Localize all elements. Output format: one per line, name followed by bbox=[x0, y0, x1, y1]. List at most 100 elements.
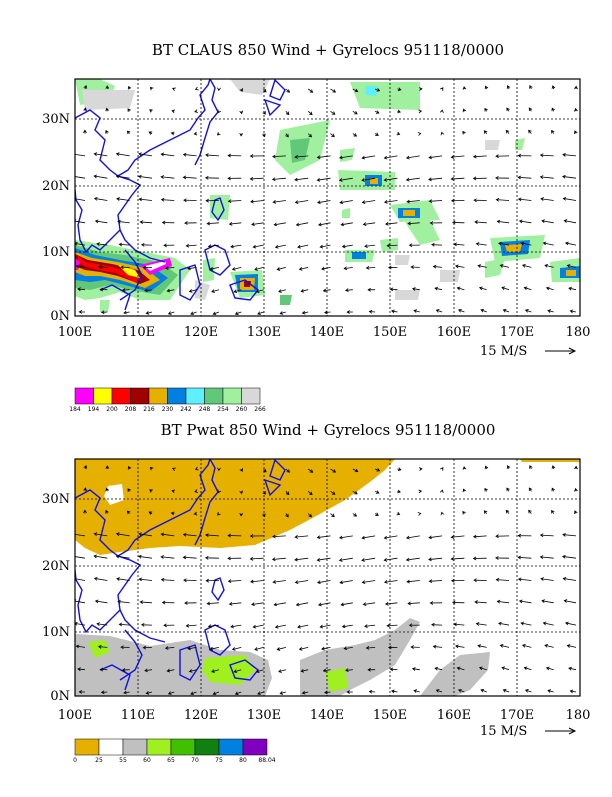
wind-vector bbox=[417, 512, 422, 516]
pwat-colorbar-label: 25 bbox=[95, 757, 103, 764]
wind-vector bbox=[440, 87, 444, 91]
wind-vector bbox=[521, 263, 532, 268]
wind-vector bbox=[75, 153, 86, 157]
wind-vector bbox=[450, 557, 465, 561]
wind-vector bbox=[193, 511, 198, 516]
pwat-xtick-100: 100E bbox=[58, 708, 92, 723]
wind-vector bbox=[274, 244, 286, 249]
wind-vector bbox=[295, 602, 309, 607]
claus-colorbar-swatch bbox=[222, 387, 242, 405]
wind-vector bbox=[418, 109, 423, 114]
pwat-coastline bbox=[75, 459, 286, 691]
claus-xtick-180: 180 bbox=[566, 325, 591, 340]
wind-vector bbox=[278, 669, 286, 673]
wind-vector bbox=[83, 487, 88, 492]
wind-vector bbox=[194, 466, 199, 471]
claus-frame bbox=[74, 78, 581, 317]
wind-vector bbox=[319, 244, 331, 249]
wind-vector bbox=[230, 244, 242, 249]
wind-vector bbox=[545, 666, 554, 671]
wind-vector bbox=[105, 85, 110, 90]
wind-vector bbox=[185, 623, 197, 628]
wind-vector bbox=[160, 152, 175, 157]
wind-vector bbox=[321, 266, 331, 271]
claus-xtick-100: 100E bbox=[58, 325, 92, 340]
wind-vector bbox=[116, 577, 130, 581]
claus-xtick-120: 120E bbox=[184, 325, 218, 340]
wind-vector bbox=[185, 243, 197, 248]
wind-vector bbox=[144, 668, 153, 673]
wind-vector bbox=[207, 244, 219, 249]
wind-vector bbox=[300, 668, 309, 673]
wind-vector bbox=[408, 243, 420, 248]
wind-vector bbox=[472, 176, 487, 181]
wind-vector bbox=[212, 691, 220, 696]
wind-vector bbox=[440, 467, 444, 471]
wind-vector bbox=[506, 107, 510, 112]
wind-vector bbox=[285, 111, 290, 116]
wind-vector bbox=[440, 109, 444, 114]
wind-vector bbox=[138, 577, 152, 582]
wind-vector bbox=[480, 308, 487, 313]
wind-vector bbox=[386, 243, 398, 248]
wind-vector bbox=[171, 489, 176, 494]
wind-vector bbox=[123, 310, 130, 315]
wind-vector bbox=[144, 288, 153, 293]
claus-xtick-110: 110E bbox=[121, 325, 155, 340]
wind-vector bbox=[451, 600, 465, 605]
wind-vector bbox=[160, 175, 175, 179]
wind-vector bbox=[324, 690, 331, 695]
claus-colorbar: 184 194 200 208 216 230 242 248 254 260 266 bbox=[69, 387, 266, 413]
wind-vector bbox=[418, 489, 423, 494]
wind-vector bbox=[505, 509, 510, 514]
wind-vector bbox=[345, 668, 353, 673]
claus-xtick-140: 140E bbox=[310, 325, 344, 340]
wind-vector bbox=[184, 221, 197, 225]
wind-vector bbox=[184, 601, 197, 605]
wind-vector bbox=[367, 667, 376, 672]
wind-vector bbox=[142, 265, 152, 270]
wind-vector bbox=[211, 669, 220, 673]
wind-vector bbox=[352, 468, 359, 473]
wind-vector bbox=[517, 577, 532, 582]
wind-vector bbox=[544, 643, 554, 648]
wind-vector bbox=[234, 311, 242, 316]
wind-vector bbox=[121, 288, 130, 292]
wind-vector bbox=[97, 644, 108, 649]
wind-vector bbox=[419, 467, 423, 471]
wind-vector bbox=[374, 110, 380, 114]
wind-vector bbox=[163, 243, 175, 248]
wind-vector bbox=[217, 467, 221, 472]
wind-vector bbox=[547, 689, 554, 693]
wind-vector bbox=[539, 555, 554, 559]
wind-vector bbox=[167, 691, 175, 695]
wind-vector bbox=[574, 85, 578, 90]
wind-vector bbox=[121, 668, 130, 672]
wind-vector bbox=[540, 197, 554, 201]
wind-vector bbox=[148, 131, 153, 135]
claus-ytick-10: 10N bbox=[42, 245, 70, 260]
wind-vector bbox=[231, 267, 242, 271]
wind-vector bbox=[407, 601, 420, 606]
wind-vector bbox=[346, 690, 353, 694]
pwat-colorbar-label: 55 bbox=[119, 757, 127, 764]
wind-vector bbox=[239, 132, 244, 137]
pwat-xtick-120: 120E bbox=[184, 708, 218, 723]
wind-vector bbox=[462, 466, 467, 470]
wind-vector bbox=[484, 465, 489, 470]
pwat-colorbar-swatch bbox=[74, 738, 100, 756]
wind-vector bbox=[338, 177, 353, 182]
wind-vector bbox=[239, 110, 244, 115]
wind-vector bbox=[161, 220, 175, 225]
wind-vector bbox=[285, 468, 291, 473]
wind-vector bbox=[115, 532, 130, 537]
wind-vector bbox=[149, 86, 154, 91]
wind-vector bbox=[78, 310, 86, 314]
wind-vector bbox=[307, 110, 313, 116]
wind-vector bbox=[566, 264, 577, 268]
wind-vector bbox=[361, 155, 376, 160]
wind-vector bbox=[432, 644, 443, 649]
wind-vector bbox=[529, 464, 533, 470]
wind-vector bbox=[440, 511, 445, 516]
wind-vector bbox=[75, 556, 86, 559]
